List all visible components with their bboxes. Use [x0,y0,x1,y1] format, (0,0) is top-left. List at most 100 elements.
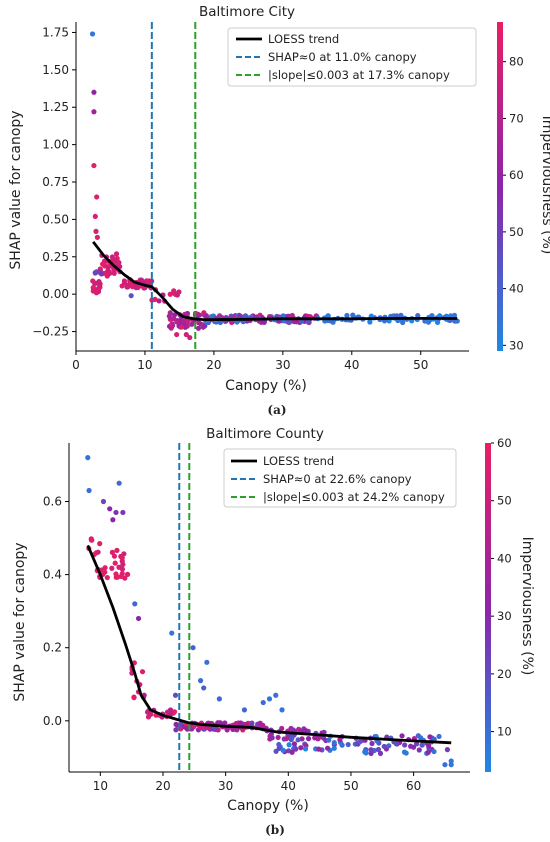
scatter-point [156,298,162,304]
scatter-point [94,234,100,240]
legend-a-shap: SHAP≈0 at 11.0% canopy [268,50,417,64]
x-tick-label: 30 [275,358,290,372]
scatter-point [295,737,301,743]
scatter-point [190,645,196,651]
scatter-point [416,747,422,753]
chart-a-svg: Baltimore City 0 10 20 30 40 50−0.250.000.250… [8,4,550,417]
scatter-point [135,615,142,622]
scatter-point [276,741,282,748]
colorbar-tick-label: 40 [509,282,524,296]
scatter-point [224,727,230,733]
scatter-point [125,283,131,290]
legend-b-trend: LOESS trend [263,454,334,468]
scatter-point [357,739,363,745]
scatter-point [164,709,171,715]
scatter-point [367,319,373,325]
y-tick-label: 0.4 [43,568,62,582]
scatter-point [110,517,116,523]
scatter-point [113,574,119,580]
scatter-point [93,290,100,296]
scatter-point [222,720,228,726]
chart-b-colorbar: 10 20 30 40 50 60 [485,436,512,772]
scatter-point [89,537,95,543]
scatter-point [427,734,433,740]
scatter-point [145,714,152,720]
scatter-point [121,551,127,557]
chart-a-ylabel: SHAP value for canopy [8,110,24,269]
scatter-point [119,555,125,561]
scatter-point [401,749,408,755]
scatter-point [261,319,267,325]
scatter-point [400,319,406,326]
scatter-point [298,745,304,751]
scatter-point [171,709,178,715]
scatter-point [442,762,448,768]
scatter-point [437,313,443,319]
scatter-point [273,748,279,754]
scatter-point [398,312,404,318]
scatter-point [167,310,173,316]
scatter-point [104,271,110,277]
chart-b-title: Baltimore County [206,426,324,442]
scatter-point [168,322,175,328]
scatter-point [86,487,92,494]
scatter-point [111,270,117,276]
scatter-point [172,692,179,698]
loess-trend-line [86,544,452,745]
chart-b-ylabel: SHAP value for canopy [12,542,28,701]
scatter-point [425,749,431,755]
chart-a-axes: 0 10 20 30 40 50 −0.25 0.00 0.25 0.50 0.75 1.00 1.25… [32,22,469,372]
scatter-point [152,296,158,302]
x-tick-label: 0 [72,358,80,372]
chart-a-lines [92,22,458,351]
scatter-point [280,747,286,753]
y-tick-label: 1.50 [42,63,69,77]
scatter-point [266,696,273,702]
chart-a-colorbar-label: Imperviousness (%) [539,116,550,255]
scatter-point [178,324,185,330]
colorbar-gradient [497,22,503,351]
x-tick-label: 50 [413,358,428,372]
scatter-point [275,734,281,741]
colorbar-tick-label: 60 [497,436,512,450]
x-tick-label: 20 [155,779,170,793]
colorbar-gradient [485,443,491,772]
scatter-point [299,736,305,742]
scatter-point [131,695,137,701]
colorbar-tick-label: 30 [497,609,512,623]
legend-a-trend: LOESS trend [268,32,339,46]
scatter-point [368,747,374,754]
scatter-point [173,727,179,733]
x-tick-label: 20 [206,358,221,372]
scatter-point [96,281,102,287]
scatter-point [144,709,151,715]
y-tick-label: 0.2 [43,641,62,655]
x-tick-label: 30 [218,779,233,793]
x-tick-label: 60 [406,779,421,793]
scatter-point [174,331,180,338]
x-tick-label: 10 [93,779,108,793]
scatter-point [92,213,98,220]
scatter-point [345,741,351,748]
y-tick-label: 0.75 [42,175,69,189]
scatter-point [116,480,122,486]
scatter-point [89,31,96,37]
chart-a-xlabel: Canopy (%) [225,378,307,394]
scatter-point [201,310,207,316]
chart-a-title: Baltimore City [199,4,295,20]
scatter-point [393,741,399,747]
colorbar-tick-label: 50 [509,225,524,239]
scatter-point [289,735,295,741]
scatter-point [325,745,331,751]
scatter-point [217,720,223,726]
scatter-point [302,727,309,734]
scatter-point [174,292,180,298]
scatter-point [201,685,207,691]
x-tick-label: 10 [137,358,152,372]
y-tick-label: 0.25 [42,250,69,264]
scatter-point [173,721,179,727]
scatter-point [197,678,204,684]
y-tick-label: −0.25 [32,325,69,339]
scatter-point [419,742,425,748]
scatter-point [291,741,298,747]
